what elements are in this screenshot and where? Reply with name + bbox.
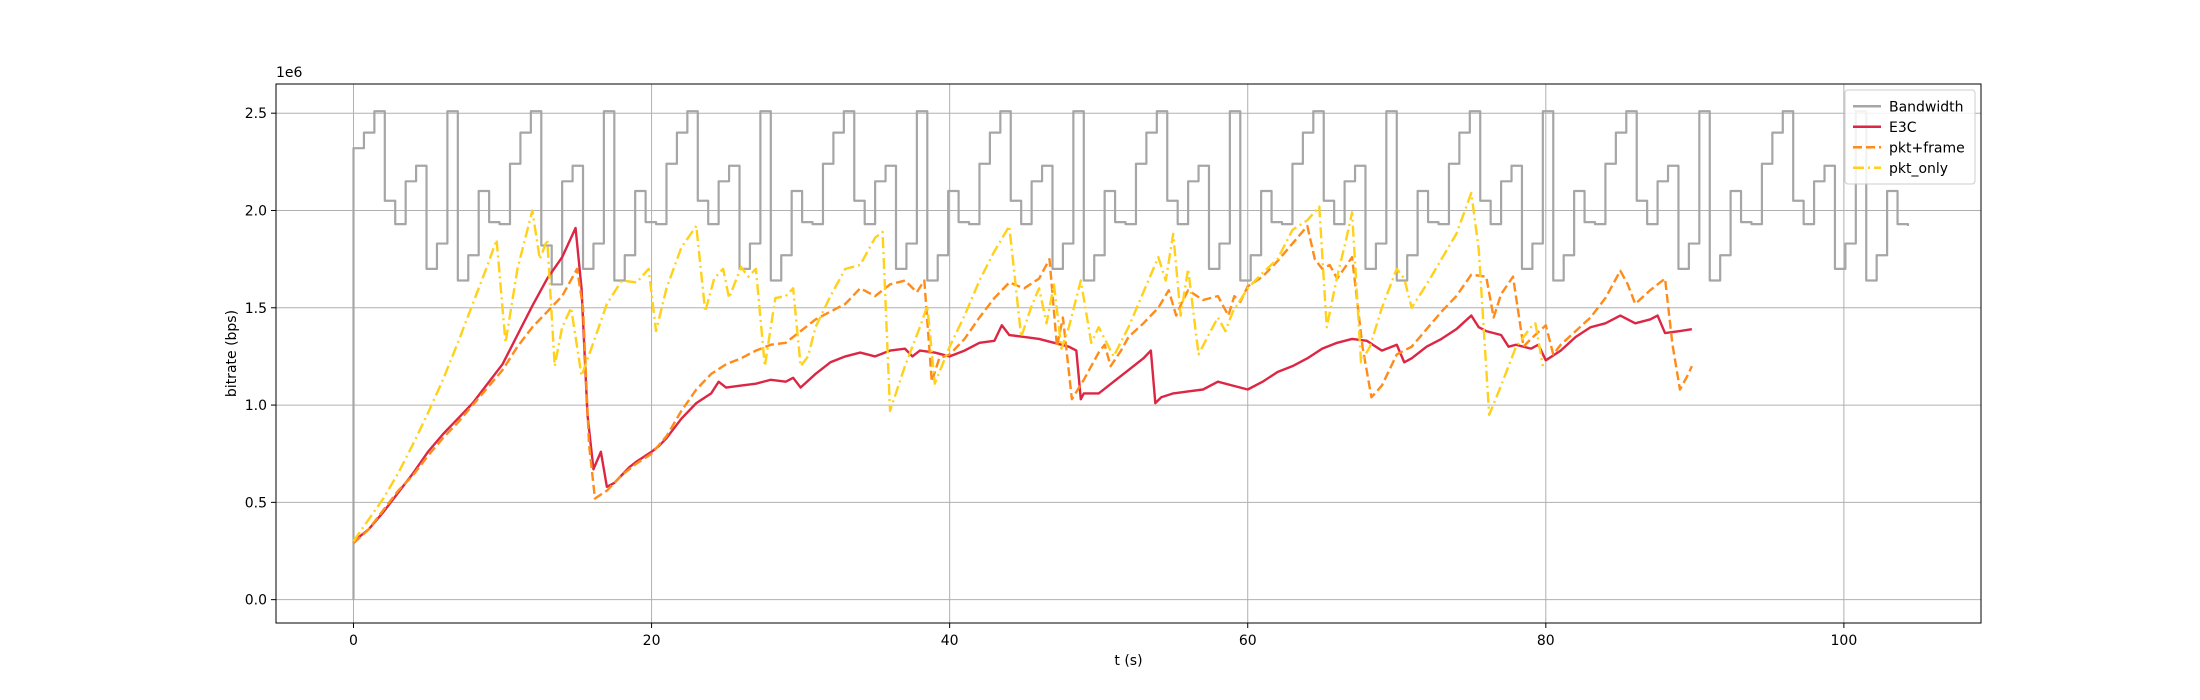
series-line-e3c — [352, 226, 1693, 543]
y-axis-ticks: 0.0 0.5 1.0 1.5 2.0 2.5 — [245, 106, 276, 609]
y-tick-label: 2.5 — [245, 106, 267, 122]
x-tick-label: 60 — [1239, 633, 1257, 649]
x-axis-ticks: 0 20 40 60 80 100 — [349, 623, 1857, 649]
y-tick-label: 0.0 — [245, 593, 267, 609]
x-tick-label: 80 — [1537, 633, 1555, 649]
y-tick-label: 1.0 — [245, 398, 267, 414]
y-offset-label: 1e6 — [276, 65, 303, 81]
y-axis-label: bitrate (bps) — [224, 310, 240, 397]
x-tick-label: 100 — [1831, 633, 1858, 649]
x-axis-label: t (s) — [1114, 653, 1142, 669]
legend-box — [1844, 89, 1976, 185]
series-line-bandwidth — [352, 110, 1910, 600]
grid-lines — [276, 84, 1981, 623]
legend-entry-label: pkt_only — [1889, 161, 1948, 177]
y-tick-label: 0.5 — [245, 495, 267, 511]
x-tick-label: 0 — [349, 633, 358, 649]
legend-entry-label: E3C — [1889, 120, 1917, 136]
x-tick-label: 40 — [941, 633, 959, 649]
y-tick-label: 2.0 — [245, 203, 267, 219]
legend: Bandwidth E3C pkt+frame pkt_only — [1844, 89, 1976, 185]
series-line-pkt-only — [352, 191, 1545, 542]
series-lines — [352, 110, 1910, 600]
y-tick-label: 1.5 — [245, 301, 267, 317]
axes-frame — [275, 83, 1982, 624]
legend-entry-label: Bandwidth — [1889, 99, 1964, 115]
x-tick-label: 20 — [643, 633, 661, 649]
series-line-pkt-frame — [352, 224, 1693, 545]
legend-entry-label: pkt+frame — [1889, 140, 1965, 156]
